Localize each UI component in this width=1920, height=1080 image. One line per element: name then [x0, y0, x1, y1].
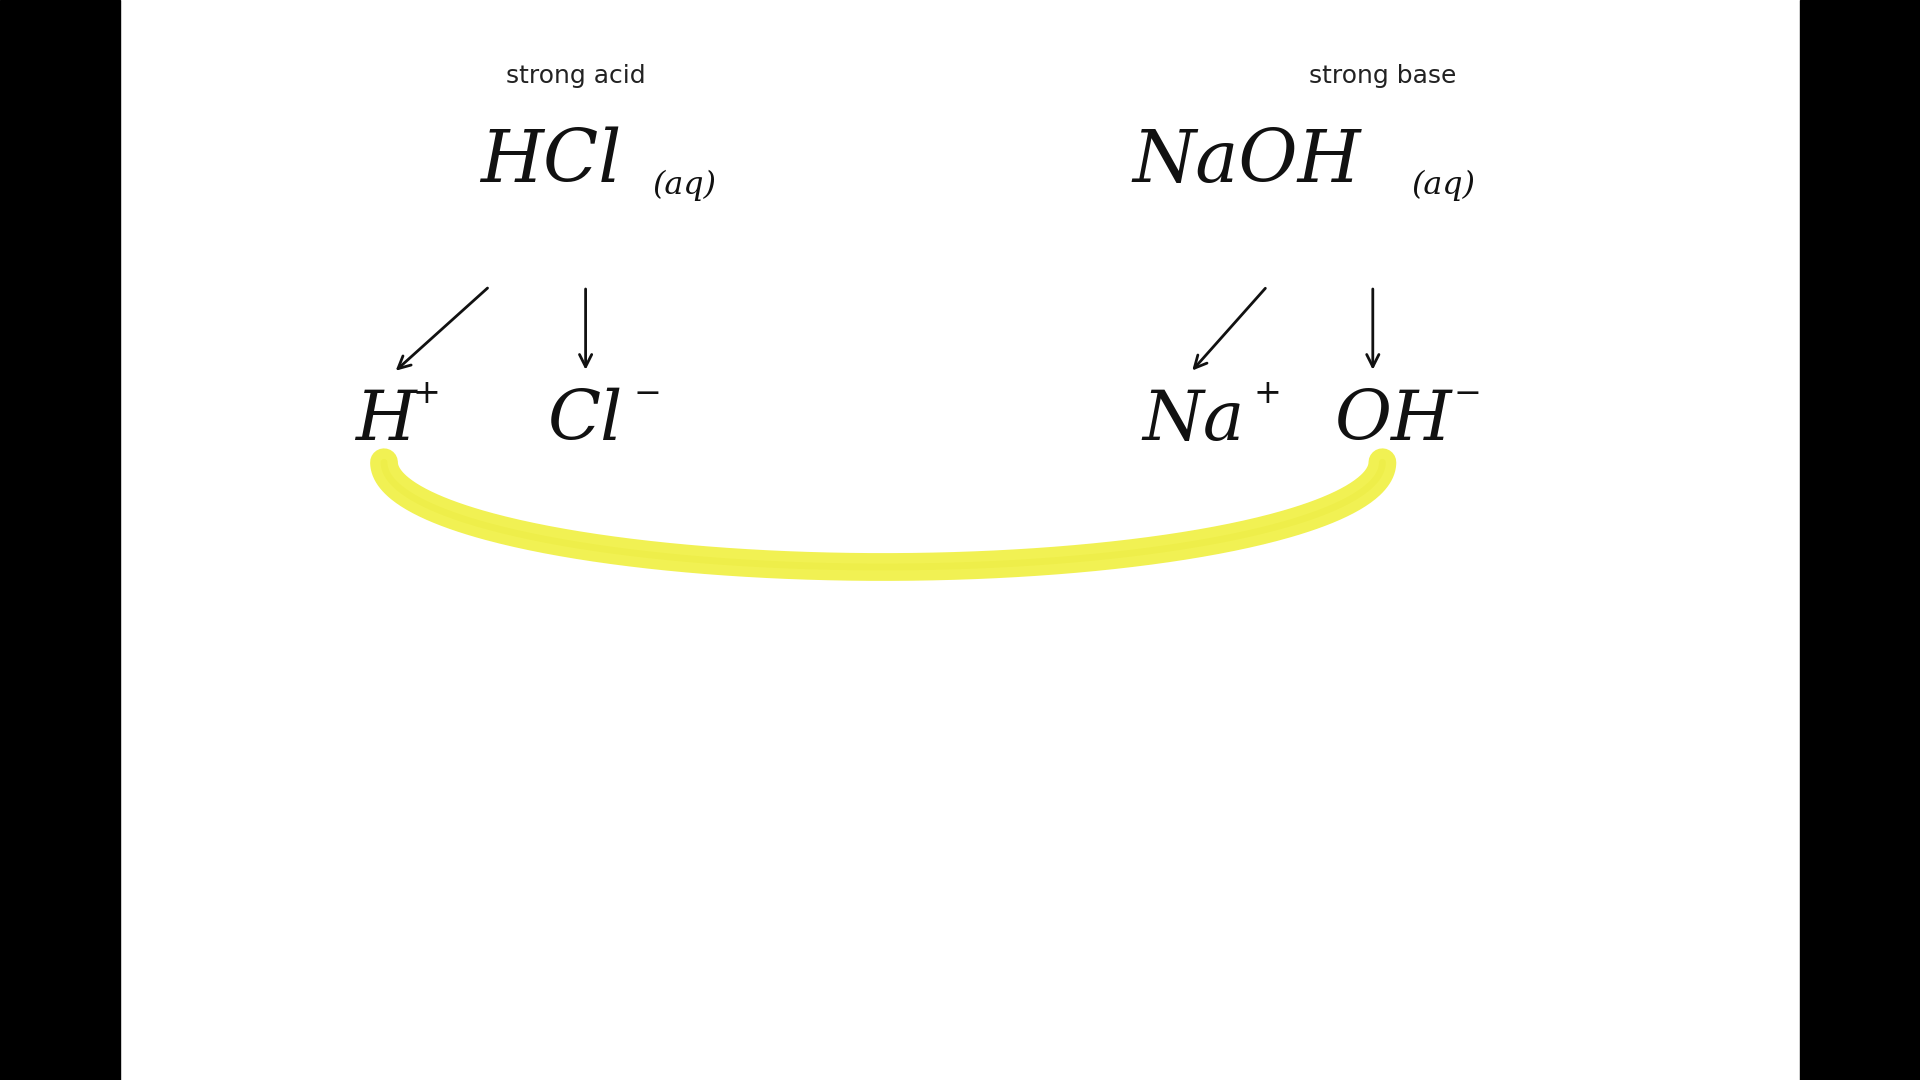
Text: +: + [1254, 378, 1283, 410]
Text: −: − [1453, 378, 1482, 410]
Text: HCl: HCl [480, 126, 622, 198]
Text: H: H [355, 388, 417, 455]
Text: (aq): (aq) [1411, 171, 1475, 201]
Text: Na: Na [1142, 388, 1244, 455]
Text: OH: OH [1334, 388, 1452, 455]
Text: strong acid: strong acid [507, 64, 645, 87]
Text: strong base: strong base [1309, 64, 1455, 87]
Text: −: − [634, 378, 662, 410]
Text: +: + [413, 378, 442, 410]
Text: Cl: Cl [547, 388, 622, 455]
Text: (aq): (aq) [653, 171, 716, 201]
Text: NaOH: NaOH [1133, 126, 1361, 198]
